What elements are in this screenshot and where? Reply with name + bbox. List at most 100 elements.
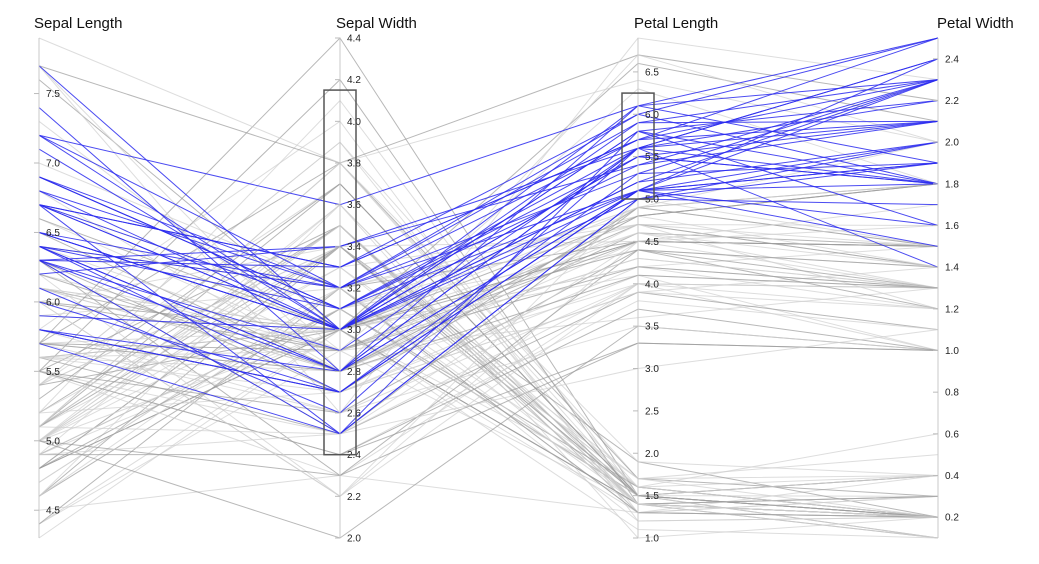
record-line [38, 329, 939, 539]
tick-label: 2.6 [347, 409, 361, 420]
brush-petal_length[interactable] [621, 92, 655, 200]
record-line [38, 325, 939, 414]
axes: Sepal Length 4.5 5.0 5.5 6.0 6.5 7.0 7.5 Sepal W… [34, 15, 1014, 545]
tick-label: 4.2 [347, 75, 361, 86]
record-line [38, 183, 939, 518]
axis-title-petal_width: Petal Width [937, 15, 1014, 32]
record-line [38, 224, 939, 488]
tick-label: 3.5 [645, 322, 659, 333]
record-line [38, 308, 939, 456]
record-line [38, 249, 939, 414]
tick-label: 0.4 [945, 471, 959, 482]
tick-label: 4.4 [347, 34, 361, 45]
tick-label: 2.5 [645, 406, 659, 417]
tick-label: 2.0 [945, 138, 959, 149]
tick-label: 5.5 [46, 367, 60, 378]
tick-label: 6.5 [645, 67, 659, 78]
record-line [38, 198, 939, 497]
record-line [38, 308, 939, 518]
record-line [38, 162, 939, 518]
tick-label: 4.5 [645, 237, 659, 248]
axis-petal_width: Petal Width 0.2 0.4 0.6 0.8 1.0 1.2 1.4 1.6 1.8 2.… [933, 15, 1014, 538]
record-line [38, 342, 939, 477]
selected-record-line [38, 37, 939, 268]
selected-record-line [38, 130, 939, 331]
axis-sepal_width: Sepal Width 2.0 2.2 2.4 2.6 2.8 3.0 3.2 3.4 3.6 3.… [335, 15, 417, 545]
tick-label: 5.0 [46, 436, 60, 447]
record-line [38, 287, 939, 525]
tick-label: 0.6 [945, 429, 959, 440]
selected-lines [38, 37, 939, 435]
record-line [38, 257, 939, 352]
record-line [38, 37, 939, 164]
tick-label: 3.8 [347, 159, 361, 170]
tick-label: 3.0 [645, 364, 659, 375]
selected-record-line [38, 79, 939, 275]
tick-label: 2.0 [347, 534, 361, 545]
tick-label: 2.8 [347, 367, 361, 378]
tick-label: 1.8 [945, 179, 959, 190]
axis-title-sepal_length: Sepal Length [34, 15, 122, 32]
tick-label: 4.5 [46, 506, 60, 517]
selected-record-line [38, 79, 939, 310]
tick-label: 2.0 [645, 449, 659, 460]
brush-sepal_width[interactable] [323, 89, 357, 456]
selected-record-line [38, 37, 939, 268]
record-line [38, 329, 939, 435]
record-line [38, 308, 939, 518]
record-line [38, 225, 939, 303]
axis-sepal_length: Sepal Length 4.5 5.0 5.5 6.0 6.5 7.0 7.5 [34, 15, 122, 538]
selected-record-line [38, 162, 939, 393]
record-line [38, 329, 939, 539]
tick-label: 1.4 [945, 263, 959, 274]
selected-record-line [38, 156, 939, 310]
record-line [38, 274, 939, 372]
record-line [38, 283, 939, 435]
record-line [38, 141, 939, 372]
tick-label: 1.2 [945, 304, 959, 315]
axis-title-sepal_width: Sepal Width [336, 15, 417, 32]
record-line [38, 474, 939, 514]
tick-label: 4.0 [645, 279, 659, 290]
tick-label: 5.5 [645, 152, 659, 163]
tick-label: 2.2 [347, 492, 361, 503]
selected-record-line [38, 37, 939, 206]
tick-label: 1.0 [645, 534, 659, 545]
record-line [38, 266, 939, 345]
tick-label: 0.8 [945, 388, 959, 399]
tick-label: 7.5 [46, 89, 60, 100]
selected-record-line [38, 58, 939, 310]
selected-record-line [38, 162, 939, 435]
tick-label: 6.0 [46, 297, 60, 308]
tick-label: 6.0 [645, 110, 659, 121]
tick-label: 3.4 [347, 242, 361, 253]
tick-label: 1.0 [945, 346, 959, 357]
selected-record-line [38, 65, 939, 331]
tick-label: 1.6 [945, 221, 959, 232]
tick-label: 6.5 [46, 228, 60, 239]
selected-record-line [38, 141, 939, 331]
tick-label: 2.4 [347, 450, 361, 461]
tick-label: 2.4 [945, 54, 959, 65]
tick-label: 5.0 [645, 195, 659, 206]
tick-label: 2.2 [945, 96, 959, 107]
tick-label: 3.0 [347, 325, 361, 336]
axis-petal_length: Petal Length 1.0 1.5 2.0 2.5 3.0 3.5 4.0 4.5 5.0 5… [633, 15, 718, 545]
record-line [38, 54, 939, 164]
record-line [38, 249, 939, 477]
background-lines [38, 37, 939, 539]
record-line [38, 54, 939, 373]
tick-label: 1.5 [645, 491, 659, 502]
selected-record-line [38, 183, 939, 331]
tick-label: 4.0 [347, 117, 361, 128]
tick-label: 3.6 [347, 200, 361, 211]
selected-record-line [38, 147, 939, 414]
record-line [38, 308, 939, 518]
axis-title-petal_length: Petal Length [634, 15, 718, 32]
tick-label: 7.0 [46, 159, 60, 170]
tick-label: 3.2 [347, 284, 361, 295]
selected-record-line [38, 113, 939, 289]
selected-record-line [38, 162, 939, 393]
tick-label: 0.2 [945, 513, 959, 524]
